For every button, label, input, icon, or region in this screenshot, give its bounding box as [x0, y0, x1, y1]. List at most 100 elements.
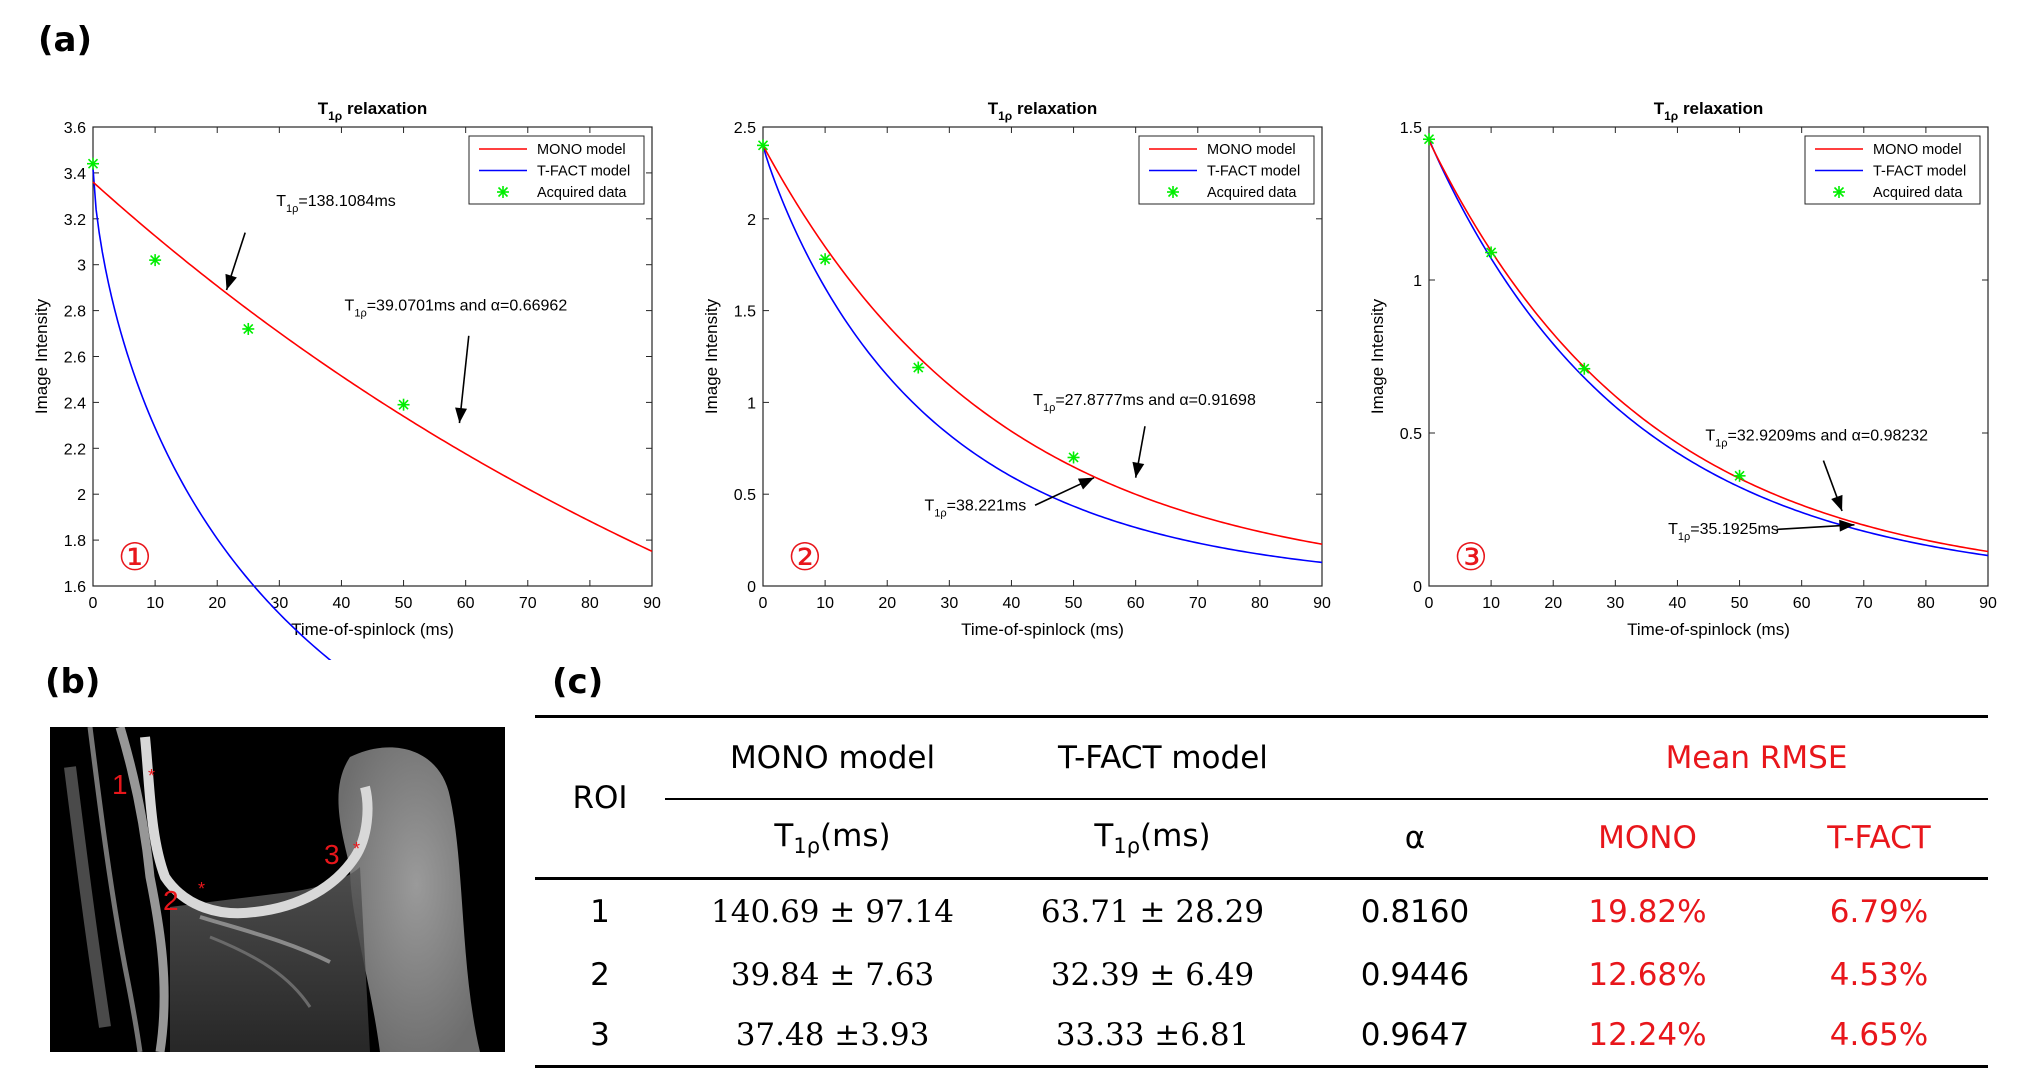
roi-label-2: 2	[163, 885, 179, 916]
roi-marker: ③	[1454, 535, 1488, 579]
x-tick-label: 20	[208, 595, 226, 612]
x-tick-label: 40	[1669, 595, 1687, 612]
y-tick-label: 2	[747, 212, 756, 229]
legend-tfact-label: T-FACT model	[1207, 164, 1300, 180]
acquired-data-point	[1733, 469, 1746, 482]
tfact-t1rho-cell: 32.39 ± 6.49	[1050, 956, 1255, 993]
annotation-arrowhead	[1132, 461, 1145, 478]
x-tick-label: 0	[759, 595, 768, 612]
annotation-label: T1ρ=32.9209ms and α=0.98232	[1705, 428, 1928, 450]
y-axis-label: Image Intensity	[1368, 298, 1387, 414]
rmse-tfact-cell: 4.53%	[1829, 956, 1929, 993]
y-tick-label: 0	[1413, 579, 1422, 596]
x-tick-label: 30	[1606, 595, 1624, 612]
tfact-t1rho-cell: 63.71 ± 28.29	[1040, 894, 1265, 931]
x-tick-label: 70	[1189, 595, 1207, 612]
tfact-curve	[1428, 138, 1989, 557]
mono-curve	[762, 144, 1323, 545]
roi-label-1: 1	[112, 769, 128, 800]
panel-label-a: (a)	[38, 20, 93, 60]
x-tick-label: 0	[89, 595, 98, 612]
legend-mono-label: MONO model	[537, 142, 626, 158]
annotation-label: T1ρ=38.221ms	[924, 498, 1026, 520]
annotation-arrowhead	[455, 407, 468, 424]
annotation-arrowhead	[1831, 494, 1843, 512]
alpha-header: α	[1404, 820, 1426, 857]
tfact-t1rho-cell: 33.33 ±6.81	[1055, 1016, 1250, 1053]
y-tick-label: 0.5	[734, 487, 756, 504]
acquired-data-point	[397, 398, 410, 411]
x-tick-label: 80	[1917, 595, 1935, 612]
y-tick-label: 1.5	[734, 304, 756, 321]
table-row: 2 39.84 ± 7.63 32.39 ± 6.49 0.9446 12.68…	[535, 945, 1988, 1005]
annotation-label: T1ρ=39.0701ms and α=0.66962	[345, 298, 568, 320]
legend-tfact-label: T-FACT model	[537, 164, 630, 180]
roi-star-3: *	[353, 839, 361, 859]
x-tick-label: 90	[1979, 595, 1997, 612]
roi-label-3: 3	[324, 839, 340, 870]
y-tick-label: 2.6	[64, 350, 86, 367]
mono-t1rho-header: T1ρ(ms)	[774, 818, 891, 859]
x-tick-label: 50	[1731, 595, 1749, 612]
legend: MONO model T-FACT model Acquired data	[468, 135, 645, 205]
x-tick-label: 30	[270, 595, 288, 612]
acquired-data-point	[242, 322, 255, 335]
y-tick-label: 3.2	[64, 212, 86, 229]
acquired-data-point	[149, 254, 162, 267]
mono-t1rho-cell: 37.48 ±3.93	[735, 1016, 930, 1053]
x-tick-label: 60	[457, 595, 475, 612]
acquired-data-point	[1067, 451, 1080, 464]
chart-panel-1: 0 10 20 30 40 50 60 70 80 90 1.6 1.8 2 2.2 2.4 2.6 2.8 3 3…	[32, 99, 661, 660]
y-axis-label: Image Intensity	[32, 298, 51, 414]
x-tick-label: 80	[581, 595, 599, 612]
legend-tfact-label: T-FACT model	[1873, 164, 1966, 180]
chart-title: T1ρ relaxation	[988, 99, 1098, 123]
mono-t1rho-cell: 140.69 ± 97.14	[711, 894, 954, 931]
alpha-cell: 0.9647	[1360, 1016, 1470, 1053]
roi-marker: ①	[118, 535, 152, 579]
acquired-data-point	[757, 139, 769, 152]
tfact-t1rho-header: T1ρ(ms)	[1094, 818, 1211, 859]
x-tick-label: 50	[1065, 595, 1083, 612]
legend-acquired-label: Acquired data	[1873, 185, 1963, 201]
legend-acquired-swatch	[497, 186, 509, 198]
legend-acquired-label: Acquired data	[1207, 185, 1297, 201]
chart-panel-3: 0 10 20 30 40 50 60 70 80 90 0 0.5 1 1.5 T1ρ relaxatio…	[1368, 99, 1997, 639]
alpha-cell: 0.9446	[1360, 956, 1470, 993]
y-tick-label: 2.8	[64, 304, 86, 321]
rmse-tfact-header: T-FACT	[1827, 820, 1931, 857]
chart-title: T1ρ relaxation	[1654, 99, 1764, 123]
panel-label-c: (c)	[552, 662, 604, 702]
rmse-mono-cell: 12.24%	[1588, 1016, 1707, 1053]
roi-star-1: *	[148, 766, 156, 786]
y-tick-label: 3	[77, 258, 86, 275]
roi-marker: ②	[788, 535, 822, 579]
mri-knee-image: 1 * 2 * 3 *	[50, 727, 505, 1052]
annotation-label: T1ρ=35.1925ms	[1668, 521, 1779, 543]
results-table: ROI MONO model T-FACT model Mean RMSE T1…	[535, 715, 1988, 1068]
y-tick-label: 3.4	[64, 166, 86, 183]
legend-acquired-swatch	[1833, 186, 1845, 198]
tfact-model-header: T-FACT model	[1000, 716, 1525, 800]
rmse-mono-header: MONO	[1598, 820, 1697, 857]
x-tick-label: 40	[333, 595, 351, 612]
rmse-mono-cell: 12.68%	[1588, 956, 1707, 993]
y-tick-label: 1.8	[64, 533, 86, 550]
x-tick-label: 60	[1793, 595, 1811, 612]
mono-t1rho-cell: 39.84 ± 7.63	[730, 956, 935, 993]
x-axis-label: Time-of-spinlock (ms)	[961, 620, 1124, 639]
x-tick-label: 30	[940, 595, 958, 612]
x-tick-label: 50	[395, 595, 413, 612]
legend: MONO model T-FACT model Acquired data	[1804, 135, 1981, 205]
relaxation-plots: 0 10 20 30 40 50 60 70 80 901.61.822.22.42.62.833…	[32, 99, 1997, 660]
chart-panel-2: 0 10 20 30 40 50 60 70 80 90 0 0.5 1 1.5 2 2.5 T1ρ relax…	[702, 99, 1331, 639]
x-tick-label: 20	[1544, 595, 1562, 612]
y-tick-label: 1.5	[1400, 120, 1422, 137]
roi-header: ROI	[572, 779, 628, 816]
y-axis-label: Image Intensity	[702, 298, 721, 414]
legend: MONO model T-FACT model Acquired data	[1138, 135, 1315, 205]
y-tick-label: 2.5	[734, 120, 756, 137]
roi-cell: 2	[590, 956, 610, 993]
x-tick-label: 90	[1313, 595, 1331, 612]
x-axis-label: Time-of-spinlock (ms)	[1627, 620, 1790, 639]
